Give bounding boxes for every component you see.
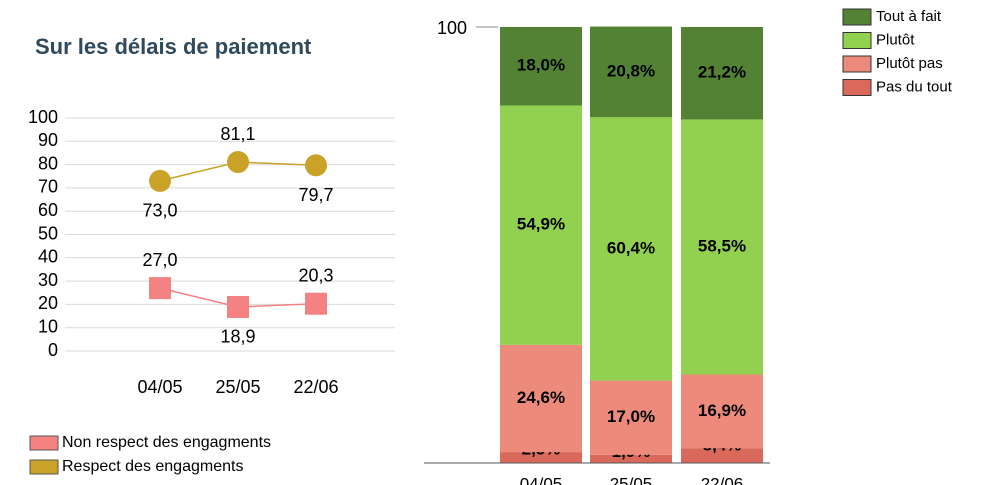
point: [305, 154, 327, 177]
y-tick-label: 100: [28, 107, 58, 127]
bar-segment: [500, 105, 582, 345]
bar-segment: [590, 117, 672, 381]
bar-segment: [500, 452, 582, 463]
data-label: 60,4%: [607, 238, 655, 257]
data-label: 18,9: [220, 327, 255, 347]
data-label: 16,9%: [698, 401, 746, 420]
x-tick-label: 22/06: [701, 474, 744, 485]
x-tick-label: 25/05: [610, 474, 653, 485]
y-tick-label: 80: [38, 153, 58, 173]
x-tick-label: 25/05: [215, 377, 260, 397]
legend-swatch: [842, 8, 872, 26]
point: [149, 277, 171, 300]
legend-swatch: [842, 55, 872, 73]
data-label: 18,0%: [517, 56, 565, 75]
legend-label: Plutôt pas: [876, 55, 943, 72]
data-label: 24,6%: [517, 388, 565, 407]
bar-segment: [590, 454, 672, 463]
x-tick-label: 22/06: [293, 377, 338, 397]
chart-title: Sur les délais de paiement: [35, 34, 312, 59]
legend-label: Tout à fait: [876, 8, 942, 25]
legend-swatch: [29, 459, 59, 475]
legend-label: Respect des engagments: [62, 458, 243, 475]
legend-label: Pas du tout: [876, 78, 953, 95]
data-label: 21,2%: [698, 63, 746, 82]
data-label: 73,0: [142, 201, 177, 221]
x-tick-label: 04/05: [520, 474, 563, 485]
legend-swatch: [842, 79, 872, 96]
y-tick-label: 40: [38, 247, 58, 267]
bar-segment: [500, 27, 582, 106]
legend-swatch: [29, 435, 59, 451]
legend-swatch: [842, 32, 872, 49]
data-label: 17,0%: [607, 407, 655, 426]
y-tick-label: 90: [38, 130, 58, 150]
data-label: 54,9%: [517, 215, 565, 234]
bar-segment: [590, 26, 672, 118]
point: [227, 295, 249, 318]
data-label: 27,0: [142, 250, 177, 270]
data-label: 79,7: [298, 185, 333, 205]
legend-label: Plutôt: [876, 31, 915, 48]
y-tick-label: 100: [437, 18, 467, 38]
data-label: 20,3: [298, 265, 333, 285]
y-tick-label: 70: [38, 177, 58, 197]
bar-segment: [681, 119, 763, 375]
data-label: 58,5%: [698, 236, 746, 255]
bar-segment: [500, 344, 582, 453]
point: [149, 169, 171, 192]
y-tick-label: 20: [38, 293, 58, 313]
bar-segment: [590, 380, 672, 455]
point: [305, 292, 327, 315]
y-tick-label: 50: [38, 223, 58, 243]
y-tick-label: 30: [38, 270, 58, 290]
data-label: 20,8%: [607, 61, 655, 80]
point: [227, 151, 249, 174]
y-tick-label: 0: [48, 340, 58, 360]
y-tick-label: 60: [38, 200, 58, 220]
bar-segment: [681, 448, 763, 463]
x-tick-label: 04/05: [137, 377, 182, 397]
legend-label: Non respect des engagments: [62, 434, 271, 451]
data-label: 81,1: [220, 124, 255, 144]
bar-segment: [681, 374, 763, 449]
bar-segment: [681, 27, 763, 120]
y-tick-label: 10: [38, 316, 58, 336]
